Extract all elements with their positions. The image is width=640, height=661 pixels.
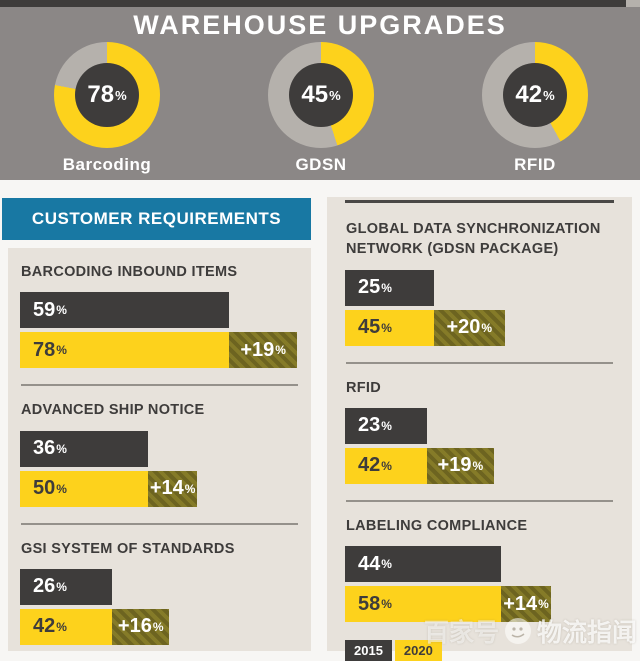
bar-delta-gdsn-network: +20% — [433, 309, 505, 346]
percent-sign: % — [538, 597, 549, 612]
percent-sign: % — [472, 458, 484, 473]
donut-value-number: 78 — [87, 81, 115, 108]
bar-value: 42 — [358, 454, 381, 477]
bar-2015-rfid: 23% — [345, 407, 427, 444]
bar-row-2020: 58% +14% — [345, 586, 614, 623]
delta-value: +20 — [446, 316, 481, 339]
bar-row-2020: 42% +19% — [345, 447, 614, 484]
donut-gdsn: 45% GDSN — [268, 42, 374, 175]
right-panel-card: GLOBAL DATA SYNCHRONIZATION NETWORK (GDS… — [327, 197, 632, 661]
bar-value: 23 — [358, 414, 381, 437]
section-divider — [346, 361, 613, 364]
donut-value-gdsn: 45% — [289, 63, 353, 127]
percent-sign: % — [152, 619, 164, 634]
donut-value-number: 42 — [515, 81, 543, 108]
section-title-labeling-compliance: LABELING COMPLIANCE — [346, 517, 528, 534]
donut-ring-gdsn: 45% — [268, 42, 374, 148]
right-panel-top-rule — [345, 200, 614, 203]
bar-delta-labeling-compliance: +14% — [501, 586, 551, 623]
percent-sign: % — [381, 320, 392, 335]
percent-sign: % — [56, 619, 67, 634]
bar-delta-rfid: +19% — [426, 447, 495, 484]
bar-value: 42 — [33, 615, 56, 638]
page-title: WAREHOUSE UPGRADES — [133, 10, 507, 40]
percent-sign: % — [184, 481, 196, 496]
section-divider — [346, 499, 613, 502]
percent-sign: % — [381, 280, 392, 295]
bar-2015-gdsn-network: 25% — [345, 269, 434, 306]
percent-sign: % — [56, 343, 67, 358]
bar-value: 50 — [33, 477, 56, 500]
header-section: WAREHOUSE UPGRADES 78% Barcoding 45% GDS… — [0, 0, 640, 180]
delta-value: +16 — [117, 615, 152, 638]
percent-sign: % — [56, 481, 67, 496]
donut-label-rfid: RFID — [514, 155, 556, 174]
bar-2020-rfid: 42% — [345, 447, 427, 484]
bar-2020-gdsn-network: 45% — [345, 309, 434, 346]
delta-value: +19 — [240, 338, 275, 361]
bar-value: 58 — [358, 592, 381, 615]
bar-value: 78 — [33, 338, 56, 361]
bar-delta-barcoding-inbound: +19% — [229, 332, 297, 369]
top-accent-strip — [0, 0, 626, 7]
section-title-rfid: RFID — [346, 379, 382, 396]
donut-ring-rfid: 42% — [482, 42, 588, 148]
delta-value: +14 — [503, 592, 538, 615]
top-accent-strip-corner — [626, 0, 640, 7]
section-divider — [21, 384, 298, 387]
bar-row-2020: 78% +19% — [20, 332, 299, 369]
bar-row-2020: 45% +20% — [345, 309, 614, 346]
donut-ring-barcoding: 78% — [54, 42, 160, 148]
left-panel-card: BARCODING INBOUND ITEMS 59% 78% +19% ADV… — [8, 248, 311, 651]
section-title-barcoding-inbound: BARCODING INBOUND ITEMS — [21, 264, 238, 280]
bar-value: 25 — [358, 276, 381, 299]
donut-value-barcoding: 78% — [75, 63, 139, 127]
section-title-advanced-ship-notice: ADVANCED SHIP NOTICE — [21, 402, 205, 419]
percent-sign: % — [381, 557, 392, 572]
bar-2015-advanced-ship-notice: 36% — [20, 430, 148, 467]
delta-value: +14 — [149, 477, 184, 500]
percent-sign: % — [381, 458, 392, 473]
bar-value: 26 — [33, 575, 56, 598]
bar-delta-gsi-standards: +16% — [112, 608, 170, 645]
donut-label-gdsn: GDSN — [295, 155, 347, 174]
percent-sign: % — [481, 320, 493, 335]
bar-2020-gsi-standards: 42% — [20, 608, 113, 645]
donut-label-barcoding: Barcoding — [62, 155, 152, 174]
bar-2020-labeling-compliance: 58% — [345, 586, 502, 623]
section-title-gdsn-network: GLOBAL DATA SYNCHRONIZATION NETWORK (GDS… — [346, 221, 601, 258]
percent-sign: % — [381, 597, 392, 612]
bar-value: 45 — [358, 316, 381, 339]
bar-2015-barcoding-inbound: 59% — [20, 292, 230, 329]
donut-barcoding: 78% Barcoding — [54, 42, 160, 175]
bar-row-2020: 42% +16% — [20, 608, 299, 645]
percent-sign: % — [329, 87, 341, 103]
bar-value: 44 — [358, 552, 381, 575]
customer-requirements-banner: CUSTOMER REQUIREMENTS — [2, 198, 311, 240]
donut-value-rfid: 42% — [503, 63, 567, 127]
bar-value: 36 — [33, 437, 56, 460]
bar-row-2020: 50% +14% — [20, 470, 299, 507]
donut-value-number: 45 — [301, 81, 329, 108]
percent-sign: % — [381, 418, 392, 433]
donut-chart-row: 78% Barcoding 45% GDSN 42% RFID — [0, 42, 640, 175]
percent-sign: % — [115, 87, 127, 103]
percent-sign: % — [56, 303, 67, 318]
section-title-gsi-standards: GSI SYSTEM OF STANDARDS — [21, 540, 235, 557]
percent-sign: % — [56, 441, 67, 456]
delta-value: +19 — [437, 454, 472, 477]
bar-2015-gsi-standards: 26% — [20, 568, 113, 605]
bar-value: 59 — [33, 298, 56, 321]
bar-2015-labeling-compliance: 44% — [345, 546, 502, 583]
donut-rfid: 42% RFID — [482, 42, 588, 175]
bar-2020-barcoding-inbound: 78% — [20, 332, 230, 369]
customer-requirements-title: CUSTOMER REQUIREMENTS — [31, 209, 282, 228]
bar-2020-advanced-ship-notice: 50% — [20, 470, 148, 507]
percent-sign: % — [543, 87, 555, 103]
percent-sign: % — [275, 343, 286, 358]
section-divider — [21, 522, 298, 525]
percent-sign: % — [56, 579, 67, 594]
bar-delta-advanced-ship-notice: +14% — [147, 470, 198, 507]
